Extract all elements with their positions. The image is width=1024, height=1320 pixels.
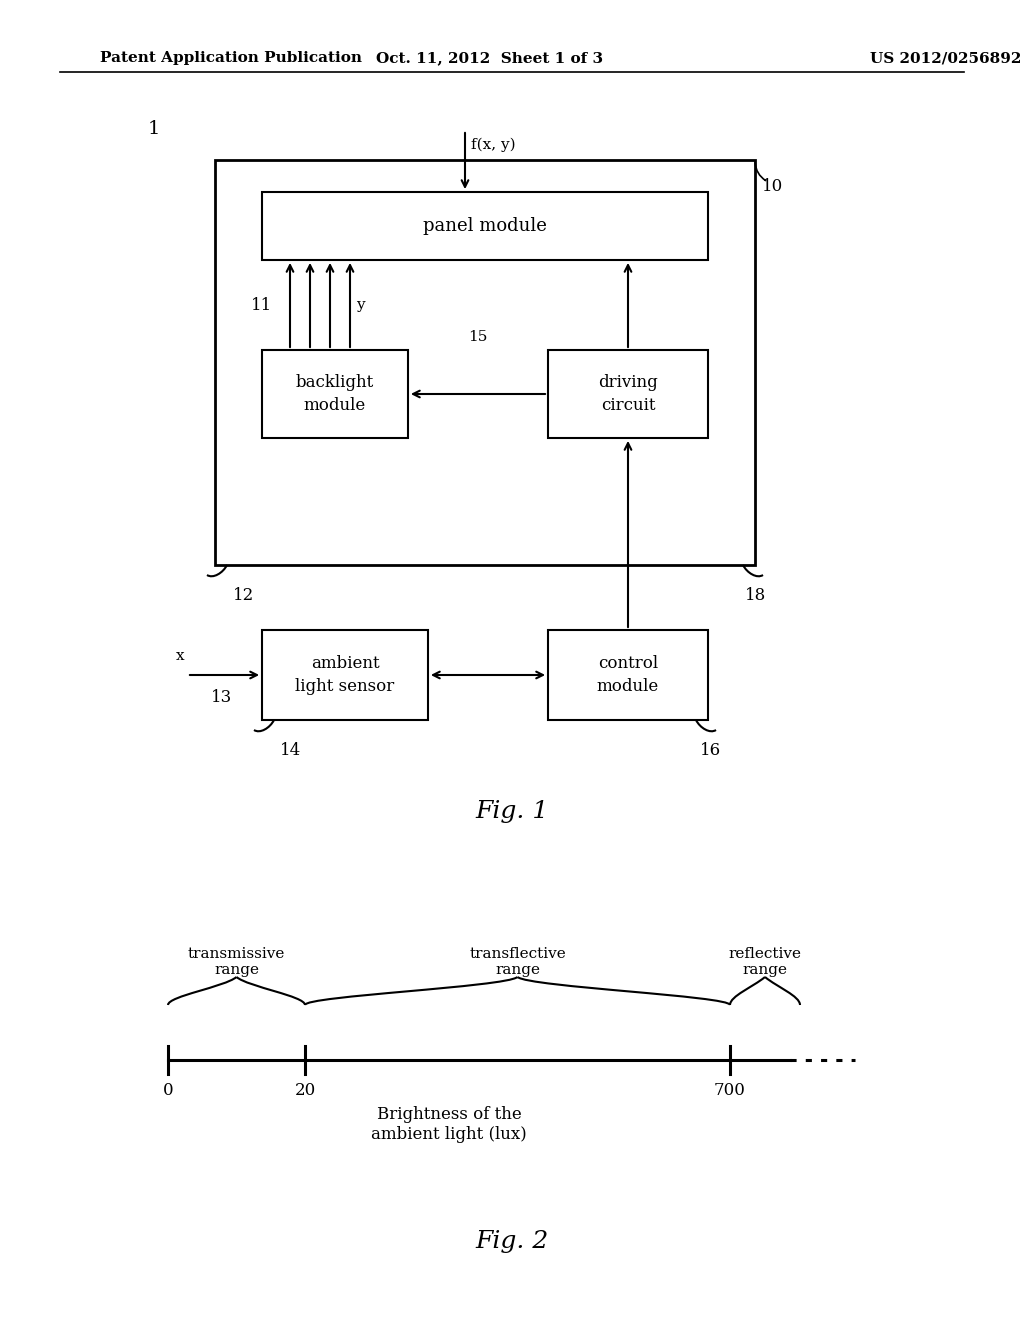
- Text: x: x: [175, 649, 184, 663]
- Text: 18: 18: [745, 587, 766, 605]
- Text: control
module: control module: [597, 656, 659, 694]
- Text: backlight
module: backlight module: [296, 375, 374, 413]
- Text: 16: 16: [700, 742, 721, 759]
- FancyBboxPatch shape: [215, 160, 755, 565]
- Text: Patent Application Publication: Patent Application Publication: [100, 51, 362, 65]
- Text: Oct. 11, 2012  Sheet 1 of 3: Oct. 11, 2012 Sheet 1 of 3: [377, 51, 603, 65]
- FancyBboxPatch shape: [262, 191, 708, 260]
- Text: panel module: panel module: [423, 216, 547, 235]
- Text: 13: 13: [211, 689, 232, 706]
- FancyBboxPatch shape: [548, 350, 708, 438]
- Text: 11: 11: [251, 297, 272, 314]
- Text: transflective
range: transflective range: [469, 946, 566, 977]
- Text: driving
circuit: driving circuit: [598, 375, 657, 413]
- FancyBboxPatch shape: [548, 630, 708, 719]
- Text: US 2012/0256892 A1: US 2012/0256892 A1: [870, 51, 1024, 65]
- Text: 12: 12: [233, 587, 254, 605]
- Text: 10: 10: [762, 178, 783, 195]
- FancyBboxPatch shape: [262, 350, 408, 438]
- Text: y: y: [356, 298, 365, 312]
- Text: f(x, y): f(x, y): [471, 139, 516, 152]
- Text: Fig. 2: Fig. 2: [475, 1230, 549, 1253]
- Text: Brightness of the
ambient light (lux): Brightness of the ambient light (lux): [371, 1106, 527, 1143]
- Text: Fig. 1: Fig. 1: [475, 800, 549, 822]
- Text: 14: 14: [280, 742, 301, 759]
- Text: transmissive
range: transmissive range: [187, 946, 286, 977]
- Text: 0: 0: [163, 1082, 173, 1100]
- FancyBboxPatch shape: [262, 630, 428, 719]
- Text: reflective
range: reflective range: [728, 946, 802, 977]
- Text: 15: 15: [468, 330, 487, 345]
- Text: 700: 700: [714, 1082, 745, 1100]
- Text: 1: 1: [148, 120, 161, 139]
- Text: ambient
light sensor: ambient light sensor: [295, 656, 394, 694]
- Text: 20: 20: [294, 1082, 315, 1100]
